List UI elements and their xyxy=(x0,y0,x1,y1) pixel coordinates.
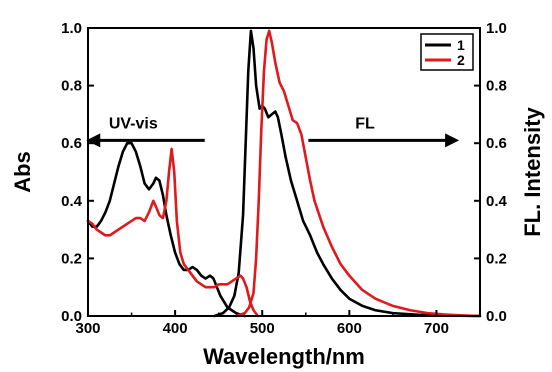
fl-label: FL xyxy=(355,115,375,132)
series-2-absorption-line xyxy=(86,147,260,318)
y-left-tick-label: 0.0 xyxy=(61,308,82,325)
y-axis-title-right: FL. Intensity xyxy=(520,106,545,236)
y-left-tick-label: 0.8 xyxy=(61,78,82,95)
x-axis-title: Wavelength/nm xyxy=(203,344,365,369)
plot-frame xyxy=(87,27,481,317)
y-right-tick-label: 0.0 xyxy=(486,308,507,325)
x-tick-label: 400 xyxy=(163,320,188,337)
y-right-tick-label: 1.0 xyxy=(486,20,507,37)
y-right-tick-label: 0.6 xyxy=(486,135,507,152)
y-right-tick-label: 0.2 xyxy=(486,250,507,267)
y-left-tick-label: 0.6 xyxy=(61,135,82,152)
y-left-tick-label: 0.2 xyxy=(61,250,82,267)
uv-vis-label: UV-vis xyxy=(109,115,158,132)
series-layer xyxy=(86,29,482,318)
legend: 1 2 xyxy=(420,33,474,71)
series-1-absorption-line xyxy=(86,141,247,318)
x-tick-label: 300 xyxy=(75,320,100,337)
series-1-emission-line xyxy=(213,29,482,318)
y-left-tick-label: 0.4 xyxy=(61,193,83,210)
ticks-layer: 300 400 500 600 700 0.0 0.0 0.2 0.2 0.4 0.4 0.6 0.6 0… xyxy=(61,20,507,337)
y-axis-title-left: Abs xyxy=(10,151,35,193)
y-right-tick-label: 0.4 xyxy=(486,193,508,210)
y-right-tick-label: 0.8 xyxy=(486,78,507,95)
fl-annotation: FL xyxy=(308,115,460,148)
fl-arrow-head xyxy=(445,133,460,148)
legend-label-1: 1 xyxy=(457,37,465,53)
x-tick-label: 500 xyxy=(250,320,275,337)
legend-box xyxy=(420,33,474,71)
legend-label-2: 2 xyxy=(457,52,465,68)
uv-vis-arrow-head xyxy=(86,133,101,148)
uv-vis-annotation: UV-vis xyxy=(86,115,205,148)
series-2-emission-line xyxy=(234,29,482,318)
x-tick-label: 700 xyxy=(424,320,449,337)
x-tick-label: 600 xyxy=(337,320,362,337)
y-left-tick-label: 1.0 xyxy=(61,20,82,37)
